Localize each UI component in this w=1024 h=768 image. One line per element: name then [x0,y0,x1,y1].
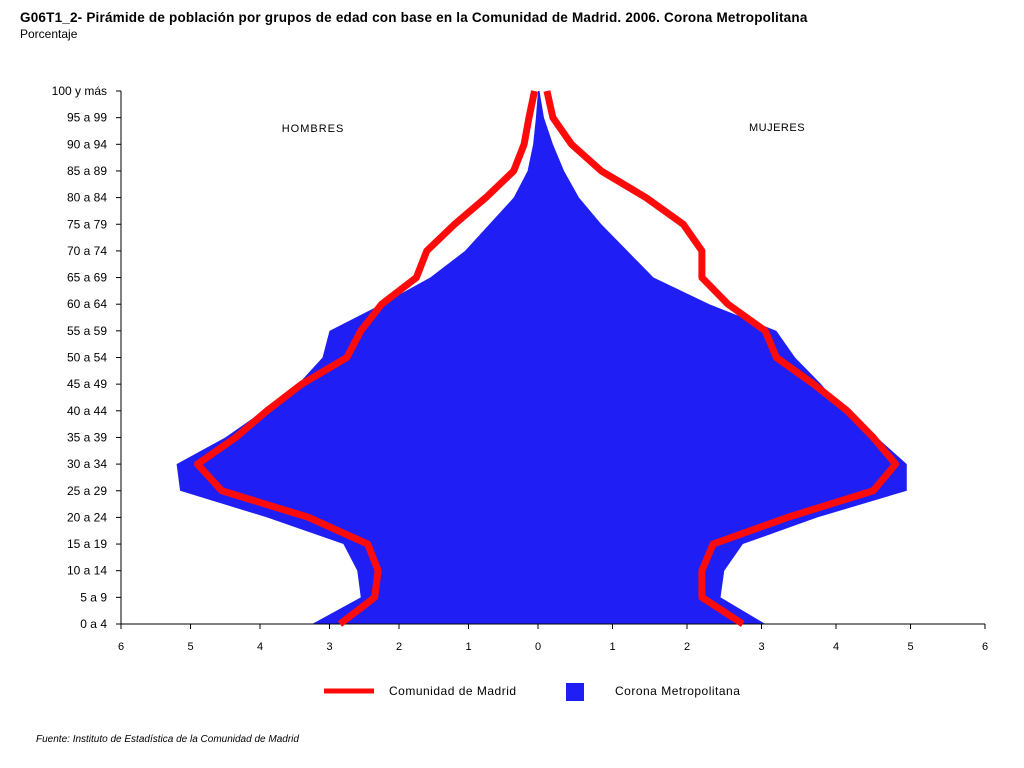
y-tick-label: 80 a 84 [67,191,107,205]
y-tick-label: 30 a 34 [67,457,107,471]
y-tick-label: 50 a 54 [67,351,107,365]
madrid-line-hombres [193,90,538,627]
chart-subtitle: Porcentaje [20,27,78,41]
corona-metropolitana-area [176,91,907,624]
chart-title: G06T1_2- Pirámide de población por grupo… [20,10,808,25]
y-tick-label: 40 a 44 [67,404,107,418]
x-tick-label: 1 [465,641,471,653]
y-tick-label: 5 a 9 [80,590,107,604]
y-tick-label: 60 a 64 [67,297,107,311]
y-tick-label: 70 a 74 [67,244,107,258]
y-tick-label: 75 a 79 [67,217,107,231]
legend-label-corona: Corona Metropolitana [615,684,740,698]
y-tick-label: 55 a 59 [67,324,107,338]
x-tick-label: 0 [535,641,541,653]
x-tick-label: 3 [326,641,332,653]
madrid-line-mujeres [543,90,900,627]
y-tick-label: 10 a 14 [67,564,107,578]
y-tick-label: 35 a 39 [67,430,107,444]
x-tick-label: 6 [118,641,124,653]
y-tick-label: 0 a 4 [80,617,107,631]
source-note: Fuente: Instituto de Estadística de la C… [36,734,299,745]
x-tick-label: 2 [396,641,402,653]
x-tick-label: 5 [187,641,193,653]
x-tick-label: 4 [833,641,839,653]
y-tick-label: 90 a 94 [67,137,107,151]
y-tick-label: 65 a 69 [67,271,107,285]
y-tick-label: 45 a 49 [67,377,107,391]
y-tick-label: 20 a 24 [67,510,107,524]
label-mujeres: MUJERES [749,122,805,134]
legend-swatch-corona [566,683,584,701]
x-tick-label: 6 [982,641,988,653]
x-tick-label: 5 [907,641,913,653]
x-tick-label: 1 [609,641,615,653]
y-tick-label: 95 a 99 [67,111,107,125]
y-tick-label: 15 a 19 [67,537,107,551]
label-hombres: HOMBRES [282,123,345,135]
y-tick-label: 25 a 29 [67,484,107,498]
x-tick-label: 4 [257,641,263,653]
y-tick-label: 100 y más [52,84,107,98]
x-tick-label: 2 [684,641,690,653]
y-tick-label: 85 a 89 [67,164,107,178]
legend-label-madrid: Comunidad de Madrid [389,684,517,698]
x-tick-label: 3 [758,641,764,653]
